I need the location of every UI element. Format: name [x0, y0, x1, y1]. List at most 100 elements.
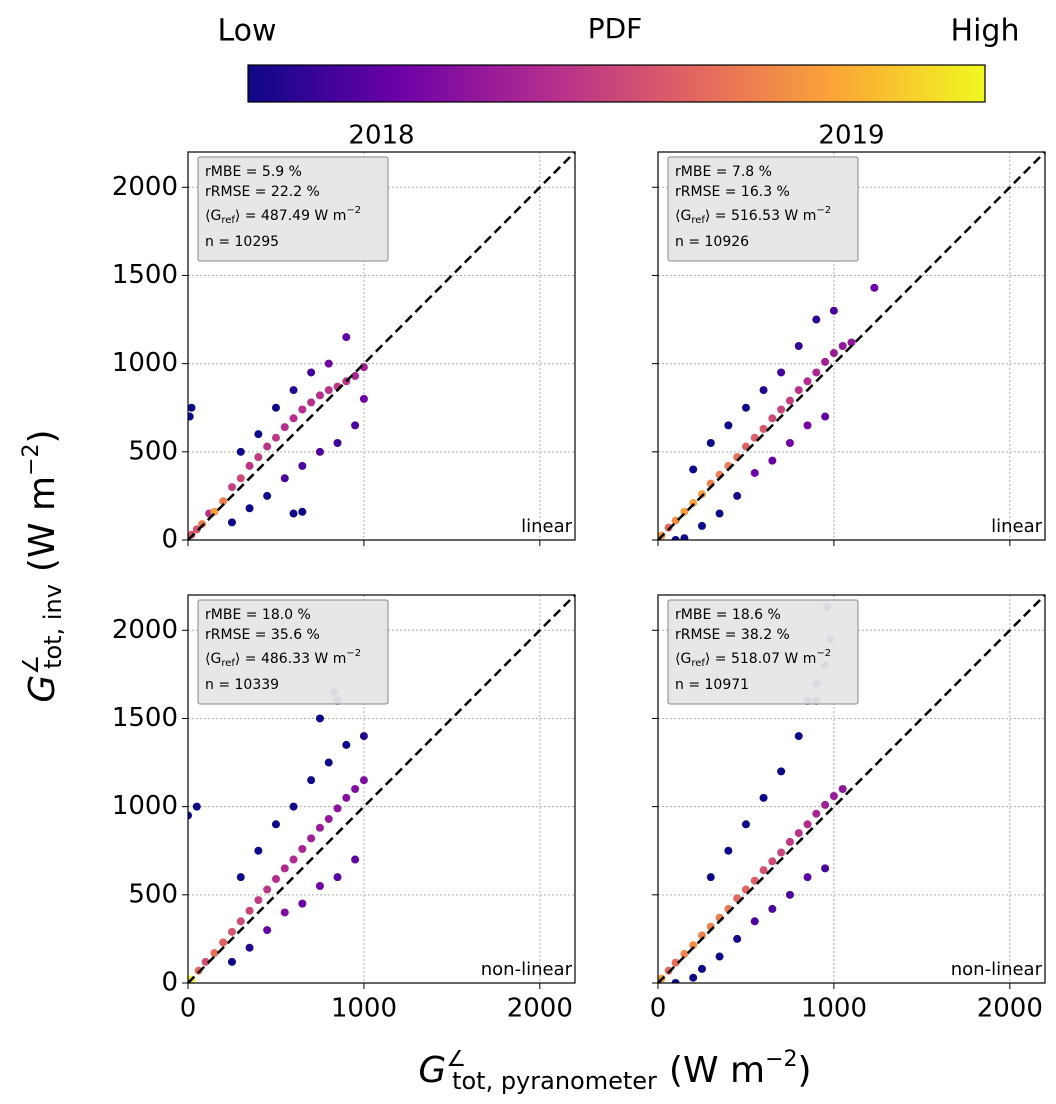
mode-label: non-linear [951, 959, 1043, 980]
point [750, 917, 759, 926]
point [263, 926, 272, 935]
point [245, 504, 254, 513]
point [219, 497, 228, 506]
point [280, 474, 289, 483]
point [706, 439, 715, 447]
identity-line [657, 594, 1046, 984]
point [803, 820, 812, 829]
stat-n: n = 10926 [675, 234, 749, 250]
point [785, 439, 794, 447]
mode-label: linear [991, 516, 1043, 537]
point [838, 342, 847, 350]
point [671, 958, 680, 967]
x-tick-label: 0 [180, 994, 197, 1024]
point [342, 740, 351, 749]
stats-box [667, 599, 859, 705]
mode-label: non-linear [481, 959, 573, 980]
stat-mean: ⟨Gref⟩ = 518.07 W m−2 [675, 648, 831, 669]
point [794, 732, 803, 741]
point [785, 837, 794, 846]
point [324, 386, 333, 395]
point [289, 414, 298, 423]
point [307, 776, 316, 785]
point [289, 855, 298, 864]
point [236, 447, 245, 456]
point [192, 802, 201, 811]
point [733, 491, 742, 500]
point [768, 857, 777, 866]
y-tick-label: 0 [161, 968, 178, 998]
stats-box [667, 156, 859, 262]
point [706, 873, 715, 882]
point [315, 714, 324, 723]
plot-frame [657, 151, 1046, 541]
point [188, 811, 192, 820]
y-axis-label: G∠tot, inv(W m−2) [19, 429, 67, 702]
point [263, 885, 272, 894]
stat-rmbe: rMBE = 7.8 % [675, 164, 772, 180]
point [263, 491, 272, 500]
point [750, 468, 759, 477]
point [359, 776, 368, 785]
plot-frame [657, 594, 1046, 984]
point [298, 461, 307, 470]
point [210, 949, 219, 958]
point [847, 338, 856, 347]
point [289, 386, 298, 395]
panel-title: 2019 [818, 121, 884, 151]
point [271, 403, 280, 412]
point [759, 386, 768, 395]
point [351, 785, 360, 793]
point [227, 927, 236, 936]
point [342, 333, 351, 342]
y-tick-label: 2000 [112, 615, 178, 645]
y-tick-label: 1500 [112, 703, 178, 733]
point [794, 342, 803, 350]
point [289, 509, 298, 518]
point [803, 421, 812, 430]
point [821, 357, 830, 366]
point [280, 908, 289, 917]
y-tick-label: 0 [161, 525, 178, 555]
point [812, 368, 821, 377]
stat-rmbe: rMBE = 5.9 % [205, 164, 302, 180]
point [333, 873, 342, 882]
point [307, 834, 316, 843]
point [342, 793, 351, 802]
point [245, 906, 254, 915]
point [821, 412, 830, 421]
point [759, 793, 768, 802]
stat-rmbe: rMBE = 18.6 % [675, 607, 781, 623]
point [821, 864, 830, 873]
point [785, 890, 794, 899]
point [254, 896, 263, 905]
point [759, 424, 768, 433]
point [671, 536, 680, 540]
point [724, 421, 733, 430]
y-tick-label: 500 [128, 879, 178, 909]
point [298, 405, 307, 414]
point [351, 421, 360, 430]
x-tick-label: 1000 [331, 994, 397, 1024]
point [785, 396, 794, 405]
y-tick-label: 500 [128, 436, 178, 466]
point [188, 403, 196, 412]
plot-frame [187, 594, 576, 984]
point [245, 943, 254, 952]
point [671, 979, 680, 983]
point [351, 371, 360, 380]
point [298, 507, 307, 516]
stats-box [197, 156, 389, 262]
point [715, 509, 724, 518]
point [271, 433, 280, 442]
point [315, 823, 324, 832]
point [227, 518, 236, 527]
identity-line [657, 151, 1046, 541]
colorbar-high: High [951, 14, 1020, 49]
mode-label: linear [521, 516, 573, 537]
point [324, 758, 333, 767]
point [315, 447, 324, 456]
point [263, 442, 272, 451]
point [245, 461, 254, 470]
